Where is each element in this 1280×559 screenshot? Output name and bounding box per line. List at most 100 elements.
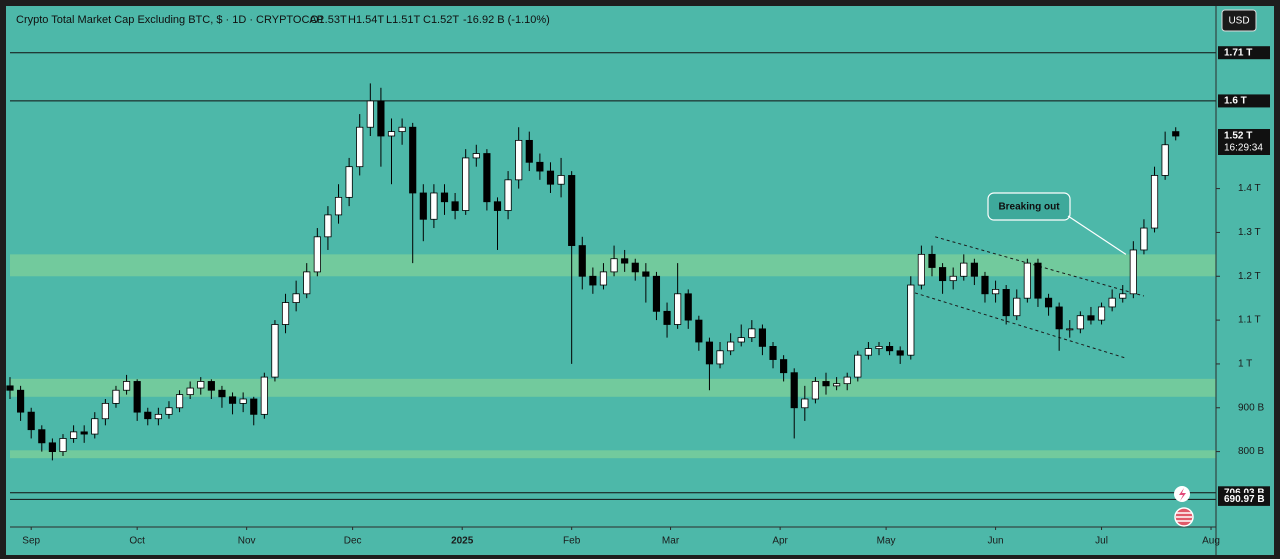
candle-body — [1161, 144, 1169, 176]
candle-body — [271, 324, 279, 378]
candle-body — [727, 341, 735, 352]
candle-body — [854, 354, 862, 378]
candle-body — [939, 267, 947, 282]
candle-body — [313, 236, 321, 273]
annotation-arrow — [1067, 215, 1127, 255]
price-change: -16.92 B (-1.10%) — [463, 14, 550, 26]
bottom-icons — [1174, 486, 1194, 527]
candle-body — [811, 381, 819, 400]
candle-body — [1002, 289, 1010, 317]
y-tick-label: 1.4 T — [1238, 183, 1261, 194]
candle-body — [960, 262, 968, 277]
candle-body — [525, 139, 533, 163]
price-line-tag — [1218, 492, 1270, 506]
x-tick-label: Oct — [129, 536, 145, 547]
countdown: 16:29:34 — [1224, 143, 1263, 154]
alert-icon-bolt — [1179, 488, 1186, 501]
x-tick-label: Mar — [662, 536, 680, 547]
candle-body — [886, 346, 894, 352]
x-tick-label: Nov — [238, 536, 256, 547]
currency-button[interactable] — [1221, 9, 1257, 32]
candle-body — [334, 196, 343, 216]
x-tick-label: Apr — [772, 536, 788, 547]
price-line-label: 1.71 T — [1224, 47, 1252, 58]
annotation-box — [987, 192, 1071, 221]
candle-body — [451, 201, 459, 211]
chart-background — [6, 6, 1274, 555]
candle-body — [1097, 306, 1106, 321]
candle-body — [801, 398, 809, 409]
candle-body — [780, 359, 788, 374]
annotation-text: Breaking out — [998, 202, 1060, 213]
candle-body — [557, 175, 565, 185]
candle-body — [17, 389, 25, 413]
candle-body — [440, 192, 449, 203]
candle-body — [1034, 262, 1042, 299]
candle-body — [292, 293, 300, 303]
candle-body — [239, 398, 247, 404]
candle-body — [621, 258, 629, 264]
candle-body — [324, 214, 332, 238]
currency-label[interactable]: USD — [1228, 16, 1249, 27]
candle-body — [705, 341, 714, 365]
x-tick-label: Feb — [563, 536, 581, 547]
price-line-tag — [1218, 46, 1270, 60]
candle-body — [737, 337, 745, 343]
candle-body — [430, 192, 438, 220]
support-zone — [10, 378, 1216, 397]
candle-body — [1087, 315, 1095, 321]
chart-title: Crypto Total Market Cap Excluding BTC, $… — [16, 14, 324, 26]
candle-body — [165, 407, 173, 415]
candle-body — [578, 245, 586, 277]
ohlc-close: C1.52T — [423, 14, 459, 26]
candle-body — [48, 442, 56, 453]
candle-body — [260, 376, 268, 415]
candle-body — [1172, 131, 1180, 137]
candle-body — [144, 411, 152, 420]
candle-body — [80, 431, 88, 435]
candle-body — [133, 381, 141, 413]
candle-body — [843, 376, 851, 385]
candle-body — [748, 328, 756, 339]
header: Crypto Total Market Cap Excluding BTC, $… — [16, 14, 550, 26]
candle-body — [6, 385, 14, 391]
candle-body — [197, 381, 205, 389]
candle-body — [652, 275, 661, 312]
candle-body — [1140, 227, 1148, 251]
last-price-label: 1.52 T — [1224, 131, 1252, 142]
candle-body — [207, 381, 215, 391]
candle-body — [695, 319, 703, 343]
candle-body — [981, 275, 989, 295]
candle-body — [409, 126, 417, 194]
x-tick-label: Aug — [1202, 536, 1220, 547]
candle-body — [610, 258, 618, 273]
candle-body — [1023, 262, 1031, 299]
candle-body — [589, 275, 597, 286]
candle-body — [1044, 297, 1053, 308]
x-tick-label: Jul — [1095, 536, 1108, 547]
candle-body — [356, 126, 364, 168]
candle-body — [684, 293, 692, 321]
candle-body — [1119, 293, 1127, 299]
candle-body — [1013, 297, 1021, 317]
candle-body — [175, 394, 184, 409]
candle-body — [833, 383, 841, 387]
candle-body — [928, 253, 936, 268]
candle-body — [769, 346, 777, 360]
annotation: Breaking out — [987, 192, 1127, 255]
candle-body — [281, 302, 290, 325]
candle-body — [112, 389, 120, 404]
x-tick-label: Sep — [22, 536, 40, 547]
candle-body — [1066, 328, 1074, 331]
candle-body — [642, 271, 650, 277]
candle-body — [462, 157, 470, 211]
candle-body — [228, 396, 237, 404]
flag-icon-stripes — [1176, 512, 1192, 522]
candle-body — [822, 381, 830, 387]
x-tick-label: Jun — [988, 536, 1004, 547]
price-line-tag — [1218, 94, 1270, 108]
candle-body — [758, 328, 767, 347]
candle-body — [949, 275, 957, 282]
y-tick-label: 1.1 T — [1238, 315, 1261, 326]
